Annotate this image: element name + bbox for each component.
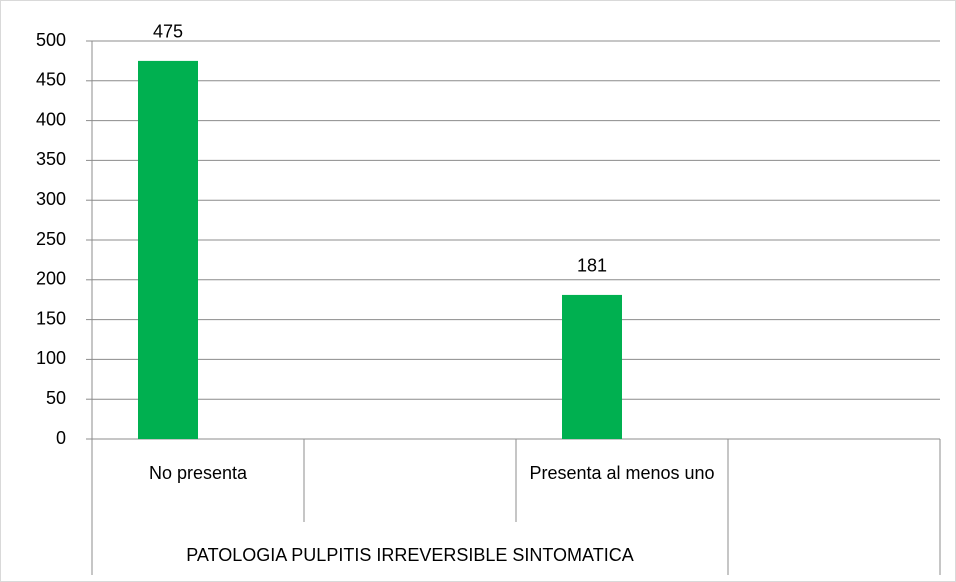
bar [562, 294, 622, 439]
y-tick-label: 400 [36, 109, 66, 129]
x-group-label-box: PATOLOGIA PULPITIS IRREVERSIBLE SINTOMAT… [186, 545, 634, 565]
x-tick-label: Presenta al menos uno [529, 463, 715, 483]
y-tick-label: 250 [36, 229, 66, 249]
y-tick-label: 50 [46, 388, 66, 408]
y-tick-label: 350 [36, 149, 66, 169]
y-tick-label: 100 [36, 348, 66, 368]
bar [138, 60, 198, 440]
x-tick-label-box: No presenta [148, 463, 248, 483]
y-tick-label: 150 [36, 308, 66, 328]
data-label: 475 [153, 22, 183, 42]
y-tick-label: 450 [36, 70, 66, 90]
x-tick-label-box: Presenta al menos uno [529, 463, 715, 483]
data-label: 181 [577, 256, 607, 276]
y-tick-label: 500 [36, 30, 66, 50]
y-tick-label: 0 [56, 428, 66, 448]
x-tick-label: No presenta [148, 463, 248, 483]
x-group-label: PATOLOGIA PULPITIS IRREVERSIBLE SINTOMAT… [186, 545, 634, 565]
y-tick-label: 300 [36, 189, 66, 209]
y-tick-label: 200 [36, 269, 66, 289]
